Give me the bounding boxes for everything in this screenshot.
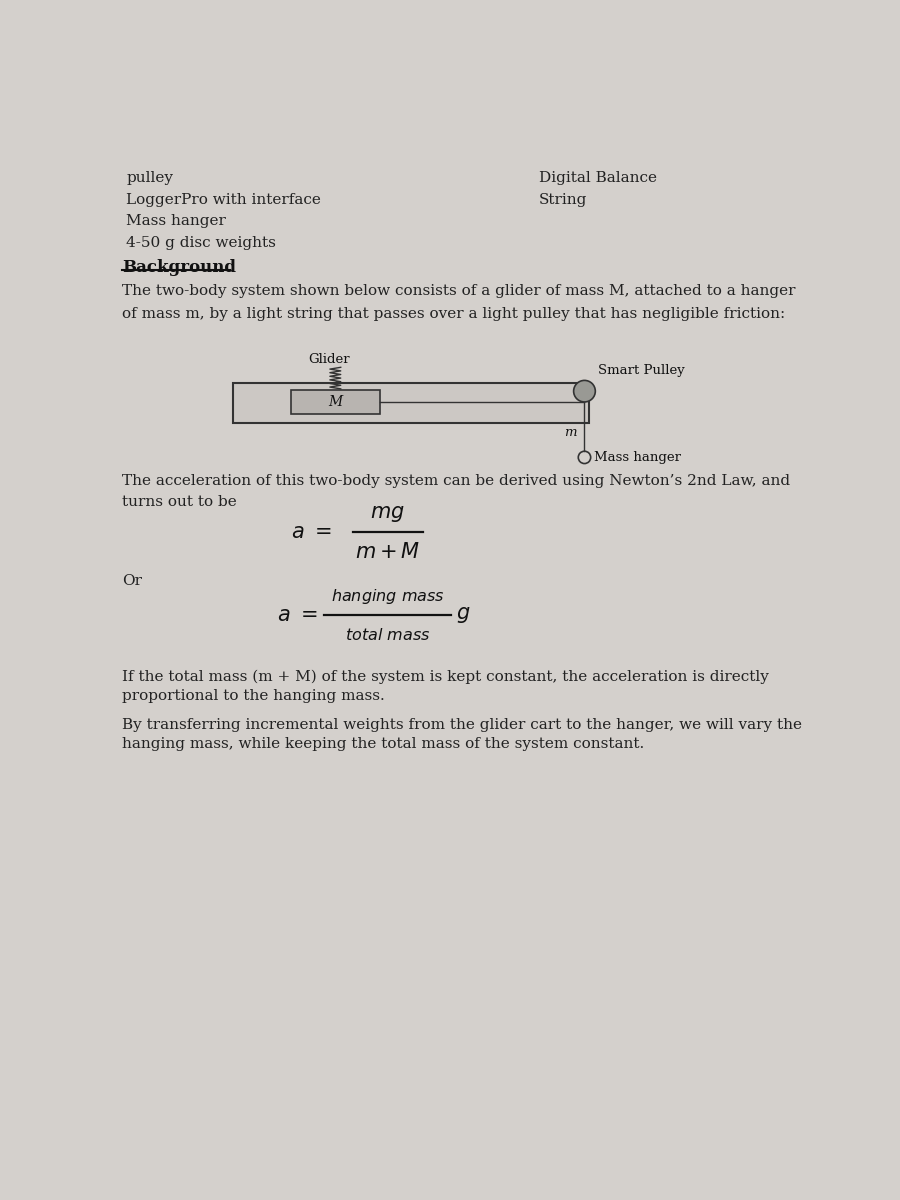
Text: Smart Pulley: Smart Pulley: [598, 365, 685, 377]
Text: LoggerPro with interface: LoggerPro with interface: [126, 192, 321, 206]
Text: String: String: [539, 192, 587, 206]
Text: pulley: pulley: [126, 170, 174, 185]
Text: Digital Balance: Digital Balance: [539, 170, 657, 185]
Text: M: M: [328, 395, 342, 409]
Text: $mg$: $mg$: [370, 504, 405, 523]
Text: turns out to be: turns out to be: [122, 496, 237, 509]
Text: $g$: $g$: [455, 605, 471, 625]
Text: of mass m, by a light string that passes over a light pulley that has negligible: of mass m, by a light string that passes…: [122, 307, 785, 322]
Text: Glider: Glider: [308, 353, 350, 366]
Text: m: m: [564, 426, 577, 439]
Text: If the total mass (m + M) of the system is kept constant, the acceleration is di: If the total mass (m + M) of the system …: [122, 670, 769, 703]
Text: $\mathit{hanging\ mass}$: $\mathit{hanging\ mass}$: [330, 587, 445, 606]
Circle shape: [573, 380, 595, 402]
Bar: [232, 383, 590, 422]
Text: Background: Background: [122, 259, 236, 276]
Bar: [291, 390, 380, 414]
Text: The acceleration of this two-body system can be derived using Newton’s 2nd Law, : The acceleration of this two-body system…: [122, 474, 790, 487]
Text: Mass hanger: Mass hanger: [594, 451, 680, 464]
Text: The two-body system shown below consists of a glider of mass M, attached to a ha: The two-body system shown below consists…: [122, 284, 796, 298]
Text: Mass hanger: Mass hanger: [126, 214, 226, 228]
Text: $a\ =$: $a\ =$: [291, 522, 332, 541]
Text: Or: Or: [122, 574, 142, 588]
Text: $m + M$: $m + M$: [355, 542, 420, 562]
Text: $a\ =$: $a\ =$: [277, 606, 318, 625]
Text: 4-50 g disc weights: 4-50 g disc weights: [126, 235, 276, 250]
Text: By transferring incremental weights from the glider cart to the hanger, we will : By transferring incremental weights from…: [122, 718, 802, 751]
Text: $\mathit{total\ mass}$: $\mathit{total\ mass}$: [345, 626, 430, 643]
